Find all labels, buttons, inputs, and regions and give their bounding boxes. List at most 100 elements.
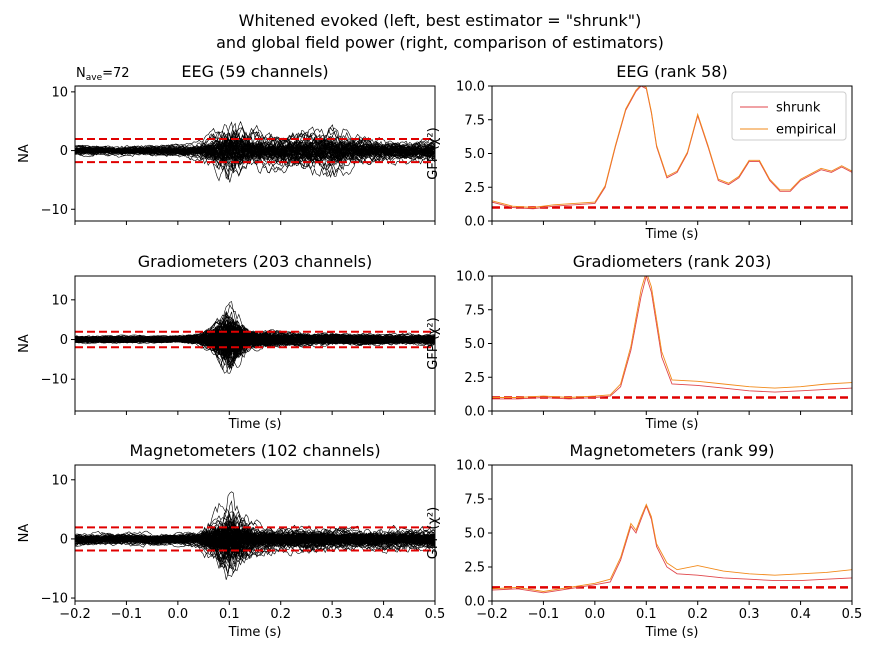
y-tick-label: 0.0 xyxy=(464,405,485,420)
series-line-shrunk xyxy=(492,86,852,210)
y-tick-label: 0 xyxy=(60,333,68,348)
y-tick-label: 7.5 xyxy=(464,303,485,318)
plot-area xyxy=(75,120,435,183)
y-tick-label: 10 xyxy=(51,473,68,488)
y-tick-label: 7.5 xyxy=(464,493,485,508)
panel-title: Gradiometers (rank 203) xyxy=(573,252,772,271)
nave-annotation: Nave=72 xyxy=(76,66,130,83)
nave-value: =72 xyxy=(102,66,129,81)
channel-trace xyxy=(75,124,435,155)
y-tick-label: 0 xyxy=(60,532,68,547)
x-tick-label: 0.4 xyxy=(373,607,394,622)
x-axis-label: Time (s) xyxy=(228,417,282,432)
y-tick-label: 2.5 xyxy=(464,371,485,386)
y-axis-label: NA xyxy=(17,144,32,163)
x-tick-label: 0.4 xyxy=(790,607,811,622)
series-line-empirical xyxy=(492,503,852,592)
axes-frame xyxy=(74,464,436,602)
x-tick-label: −0.2 xyxy=(476,607,508,622)
plot-area xyxy=(75,301,435,374)
panel-gfp-mag: Magnetometers (rank 99) −0.2 −0.1 0.0 0.1 0.2… xyxy=(426,441,862,640)
y-tick-label: 10.0 xyxy=(456,270,485,285)
plot-area xyxy=(492,276,852,400)
panel-title: Magnetometers (102 channels) xyxy=(129,441,380,460)
channel-trace xyxy=(75,327,435,346)
channel-trace xyxy=(75,532,435,552)
channel-trace xyxy=(75,533,435,561)
legend-label-shrunk: shrunk xyxy=(776,101,821,116)
x-tick-label: 0.2 xyxy=(687,607,708,622)
panel-gfp-eeg: EEG (rank 58) 0.0 2.5 5.0 7.5 10.0 Time (s) GFP… xyxy=(426,62,853,242)
panels: EEG (59 channels) −10 0 10 NA Gradiometers (2… xyxy=(17,62,862,640)
panel-evoked-grad: Gradiometers (203 channels) −10 0 10 Time (s… xyxy=(17,252,436,432)
y-tick-label: 2.5 xyxy=(464,561,485,576)
y-axis-label: NA xyxy=(17,524,32,543)
channel-trace xyxy=(75,530,435,554)
panel-title: EEG (rank 58) xyxy=(616,62,727,81)
x-tick-label: 0.3 xyxy=(322,607,343,622)
y-tick-label: 10.0 xyxy=(456,459,485,474)
x-tick-label: 0.5 xyxy=(425,607,446,622)
nave-label: N xyxy=(76,66,86,81)
x-tick-label: 0.5 xyxy=(842,607,863,622)
y-tick-label: −10 xyxy=(41,592,68,607)
y-tick-label: 2.5 xyxy=(464,181,485,196)
y-axis-label: NA xyxy=(17,334,32,353)
y-tick-label: 0.0 xyxy=(464,215,485,230)
axes-frame xyxy=(74,85,436,222)
channel-trace xyxy=(75,146,435,183)
panel-gfp-grad: Gradiometers (rank 203) 0.0 2.5 5.0 7.5 10.0 T… xyxy=(426,252,853,432)
y-tick-label: 0 xyxy=(60,144,68,159)
x-tick-label: −0.1 xyxy=(528,607,560,622)
x-tick-label: 0.1 xyxy=(219,607,240,622)
axes-frame xyxy=(74,275,436,412)
y-tick-label: 5.0 xyxy=(464,147,485,162)
channel-trace xyxy=(75,140,435,177)
y-tick-label: 7.5 xyxy=(464,113,485,128)
series-line-shrunk xyxy=(492,504,852,594)
x-tick-label: 0.0 xyxy=(585,607,606,622)
y-tick-label: 0.0 xyxy=(464,595,485,610)
x-axis-label: Time (s) xyxy=(645,227,699,242)
y-axis-label: GFP (χ²) xyxy=(426,127,441,179)
channel-trace xyxy=(75,138,435,163)
series-line-empirical xyxy=(492,86,852,208)
plot-area xyxy=(492,86,852,210)
x-tick-label: 0.2 xyxy=(270,607,291,622)
x-axis-label: Time (s) xyxy=(645,417,699,432)
x-tick-label: −0.1 xyxy=(111,607,143,622)
legend-box xyxy=(731,91,847,141)
plot-area xyxy=(492,503,852,594)
y-tick-label: 5.0 xyxy=(464,337,485,352)
legend: shrunk empirical xyxy=(731,91,847,141)
figure-title-line2: and global field power (right, compariso… xyxy=(216,33,664,52)
channel-trace xyxy=(75,325,435,343)
panel-evoked-eeg: EEG (59 channels) −10 0 10 NA xyxy=(17,62,436,225)
nave-subscript: ave xyxy=(86,73,103,83)
panel-evoked-mag: Magnetometers (102 channels) −0.2 −0.1 0.0 0… xyxy=(17,441,445,640)
panel-title: Gradiometers (203 channels) xyxy=(138,252,372,271)
y-tick-label: −10 xyxy=(41,203,68,218)
x-tick-label: 0.0 xyxy=(168,607,189,622)
y-tick-label: 10 xyxy=(51,85,68,100)
y-axis-label: GFP (χ²) xyxy=(426,317,441,369)
x-axis-label: Time (s) xyxy=(228,625,282,640)
y-axis-label: GFP (χ²) xyxy=(426,507,441,559)
x-tick-label: 0.1 xyxy=(636,607,657,622)
channel-trace xyxy=(75,326,435,349)
figure-title-line1: Whitened evoked (left, best estimator = … xyxy=(239,11,642,30)
x-tick-label: −0.2 xyxy=(59,607,91,622)
x-axis-label: Time (s) xyxy=(645,625,699,640)
y-tick-label: 10.0 xyxy=(456,80,485,95)
panel-title: EEG (59 channels) xyxy=(181,62,328,81)
y-tick-label: −10 xyxy=(41,373,68,388)
panel-title: Magnetometers (rank 99) xyxy=(569,441,774,460)
channel-trace xyxy=(75,129,435,158)
legend-label-empirical: empirical xyxy=(776,123,836,138)
series-line-shrunk xyxy=(492,276,852,400)
plot-area xyxy=(75,491,435,580)
channel-trace xyxy=(75,534,435,555)
series-line-empirical xyxy=(492,276,852,398)
y-tick-label: 5.0 xyxy=(464,527,485,542)
